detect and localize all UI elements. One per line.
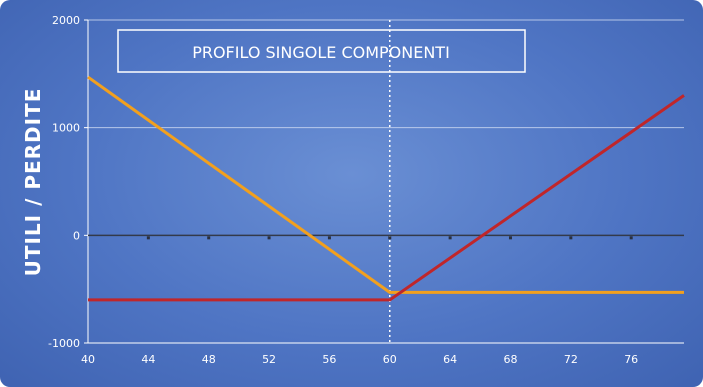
zero-line-tick bbox=[267, 236, 271, 240]
series-line bbox=[87, 75, 684, 294]
x-tick-label: 40 bbox=[81, 353, 95, 366]
zero-line-tick bbox=[327, 236, 331, 240]
zero-line-tick bbox=[569, 236, 573, 240]
y-axis-label: UTILI / PERDITE bbox=[21, 88, 45, 277]
x-tick-label: 56 bbox=[322, 353, 336, 366]
x-tick-label: 60 bbox=[383, 353, 397, 366]
series-line bbox=[88, 94, 685, 302]
x-tick-label: 44 bbox=[141, 353, 155, 366]
y-tick-label: 2000 bbox=[52, 14, 80, 27]
zero-line-tick bbox=[388, 236, 392, 240]
x-tick-label: 64 bbox=[443, 353, 457, 366]
zero-line-tick bbox=[629, 236, 633, 240]
plot-area bbox=[88, 20, 684, 343]
chart-title: PROFILO SINGOLE COMPONENTI bbox=[192, 43, 450, 62]
y-tick-label: 0 bbox=[73, 229, 80, 242]
x-tick-label: 68 bbox=[503, 353, 517, 366]
chart-title-box bbox=[117, 29, 526, 73]
zero-line-tick bbox=[508, 236, 512, 240]
y-tick-label: 1000 bbox=[52, 122, 80, 135]
x-tick-label: 72 bbox=[564, 353, 578, 366]
zero-line-tick bbox=[207, 236, 211, 240]
x-tick-label: 48 bbox=[202, 353, 216, 366]
y-tick-label: -1000 bbox=[48, 337, 80, 350]
x-tick-label: 76 bbox=[624, 353, 638, 366]
x-tick-label: 52 bbox=[262, 353, 276, 366]
zero-line-tick bbox=[448, 236, 452, 240]
zero-line-tick bbox=[146, 236, 150, 240]
